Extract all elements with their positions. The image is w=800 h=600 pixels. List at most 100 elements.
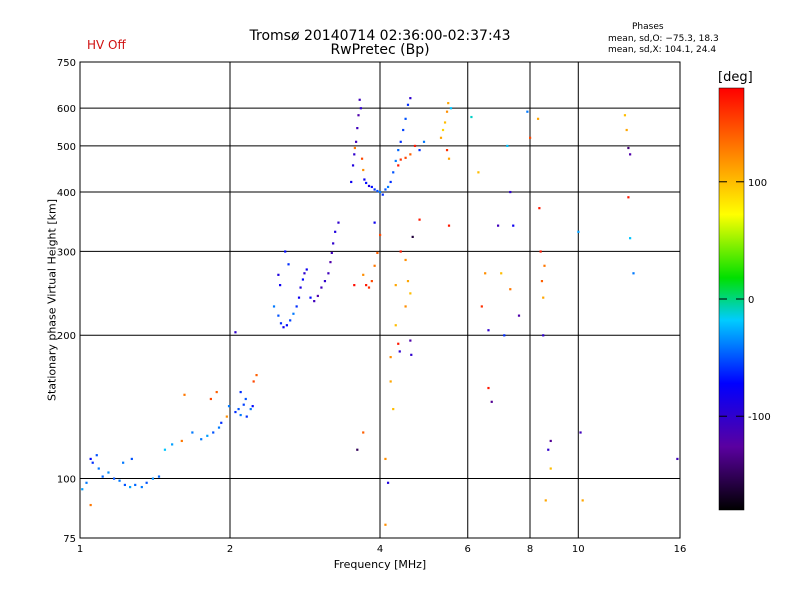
data-point xyxy=(629,153,632,156)
colorbar-tick-label: 0 xyxy=(748,295,754,306)
data-point xyxy=(443,121,447,124)
data-point xyxy=(370,280,373,283)
data-point xyxy=(484,272,487,275)
data-point xyxy=(329,261,332,264)
plot-frame xyxy=(79,61,681,539)
data-point xyxy=(332,242,335,245)
data-point xyxy=(95,454,98,457)
data-point xyxy=(439,136,443,139)
data-point xyxy=(363,178,366,181)
data-point xyxy=(157,475,161,478)
y-tick-label: 600 xyxy=(57,104,76,115)
data-point xyxy=(529,136,532,139)
data-point xyxy=(284,250,287,253)
data-point xyxy=(392,407,395,411)
x-tick-label: 4 xyxy=(377,544,383,555)
data-point xyxy=(445,148,449,152)
data-point xyxy=(251,405,254,408)
data-point xyxy=(81,488,84,491)
data-point xyxy=(305,268,308,271)
grid-lines xyxy=(80,62,680,538)
data-point xyxy=(447,157,451,160)
data-point xyxy=(547,448,550,451)
x-tick-label: 16 xyxy=(674,544,687,555)
data-point xyxy=(399,140,402,143)
data-point xyxy=(362,431,365,434)
data-point xyxy=(447,224,451,227)
data-point xyxy=(441,128,445,132)
data-point xyxy=(362,168,365,172)
data-point xyxy=(470,115,473,119)
data-point xyxy=(107,471,110,474)
data-point xyxy=(237,407,240,411)
data-point xyxy=(272,305,276,308)
data-point xyxy=(539,250,542,253)
data-point xyxy=(356,448,359,451)
data-point xyxy=(370,185,373,189)
data-point xyxy=(89,457,92,461)
data-point xyxy=(220,421,223,424)
data-point xyxy=(397,164,400,167)
status-label: HV Off xyxy=(87,38,126,52)
data-point xyxy=(418,148,421,152)
data-point xyxy=(500,272,503,275)
data-point xyxy=(490,400,493,403)
data-point xyxy=(282,326,285,329)
data-point xyxy=(449,107,453,110)
data-point xyxy=(242,403,245,406)
data-point xyxy=(394,159,397,163)
data-point xyxy=(623,114,627,117)
phases-o-stats: mean, sd,O: −75.3, 18.3 xyxy=(608,34,719,44)
data-point xyxy=(536,117,540,120)
data-point xyxy=(389,180,392,184)
data-point xyxy=(549,439,552,443)
chart-subtitle: RwPretec (Bp) xyxy=(330,42,430,58)
data-point xyxy=(480,305,483,308)
data-point xyxy=(418,218,421,221)
data-point xyxy=(313,300,316,303)
data-point xyxy=(215,390,218,394)
data-point xyxy=(89,503,92,507)
data-point xyxy=(277,314,280,317)
data-point xyxy=(279,322,283,325)
data-point xyxy=(379,233,382,237)
data-point xyxy=(244,397,247,401)
data-point xyxy=(373,264,376,267)
data-point xyxy=(217,426,221,429)
data-point xyxy=(354,140,358,143)
data-point xyxy=(334,230,337,233)
data-point xyxy=(353,146,356,150)
data-point xyxy=(206,434,209,437)
data-point xyxy=(386,185,390,189)
data-point xyxy=(140,485,143,489)
data-point xyxy=(581,499,584,502)
data-point xyxy=(292,312,295,315)
data-point xyxy=(212,431,215,434)
data-point xyxy=(409,97,412,100)
data-point xyxy=(544,499,547,502)
data-point xyxy=(422,140,426,143)
data-point xyxy=(447,102,450,105)
y-tick-label: 75 xyxy=(63,534,76,545)
data-point xyxy=(285,324,288,327)
data-point xyxy=(540,280,544,283)
data-point xyxy=(295,305,298,308)
data-point xyxy=(297,296,301,299)
data-point xyxy=(130,457,133,461)
data-point xyxy=(402,128,405,132)
data-point xyxy=(477,171,480,174)
data-point xyxy=(404,117,407,120)
data-point xyxy=(411,235,414,238)
data-point xyxy=(389,380,392,383)
data-point xyxy=(163,448,167,451)
data-point xyxy=(413,144,417,148)
y-tick-label: 750 xyxy=(57,58,76,69)
data-point xyxy=(227,405,231,408)
x-tick-label: 6 xyxy=(465,544,471,555)
data-point xyxy=(255,374,258,377)
data-point xyxy=(526,110,529,113)
data-point xyxy=(410,353,413,356)
data-point xyxy=(632,272,635,275)
data-point xyxy=(234,410,237,414)
